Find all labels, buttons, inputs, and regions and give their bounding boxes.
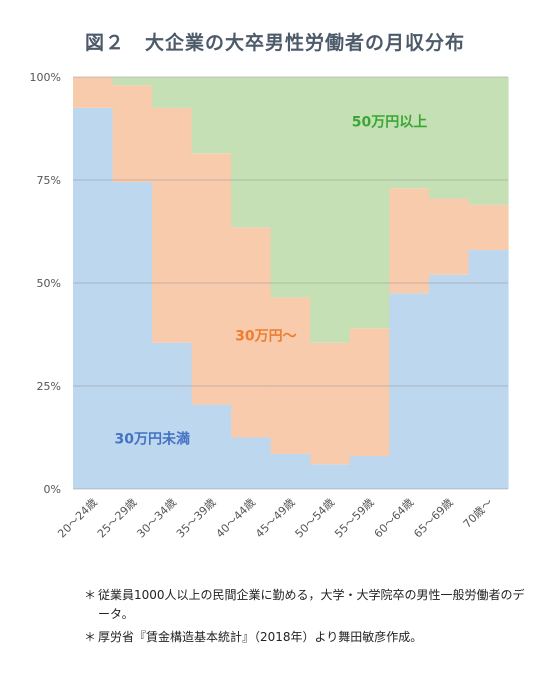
area-segment-0-3 [191,404,232,489]
area-segment-2-7 [349,77,390,329]
x-tick-label: 60～64歳 [372,496,417,541]
area-segment-0-4 [231,437,272,489]
area-segment-0-6 [310,464,351,489]
area-segment-2-9 [428,77,470,199]
area-segment-2-2 [152,77,193,108]
asterisk-icon: ＊ [84,630,97,644]
area-segment-1-3 [191,153,232,405]
x-tick-label: 65～69歳 [411,496,456,541]
x-tick-label: 45～49歳 [253,496,298,541]
area-segment-1-6 [310,342,351,465]
area-segment-0-0 [73,107,114,490]
area-segment-1-2 [152,107,193,343]
series-label: 30万円未満 [115,431,190,448]
area-segment-1-9 [428,198,470,275]
y-tick-label: 75% [37,174,61,187]
y-tick-label: 0% [44,483,61,496]
area-segment-1-10 [468,204,509,251]
area-segment-1-8 [389,188,430,294]
area-segment-0-7 [349,456,390,489]
series-label: 30万円～ [235,329,296,345]
area-segment-1-1 [112,85,153,183]
footnote-2: ＊ 厚労省『賃金構造基本統計』（2018年）より舞田敏彦作成。 [84,628,534,647]
area-segment-2-5 [270,77,311,298]
area-segment-0-1 [112,182,153,489]
series-label: 50万円以上 [352,114,427,130]
footnote-text: 従業員1000人以上の民間企業に勤める，大学・大学院卒の男性一般労働者のデータ。 [98,588,525,621]
area-segment-0-9 [428,274,470,489]
area-segment-2-6 [310,77,351,343]
x-tick-label: 35～39歳 [174,496,219,541]
x-tick-label: 55～59歳 [332,496,377,541]
y-tick-label: 25% [37,380,61,393]
x-tick-label: 25～29歳 [95,496,140,541]
area-segment-2-4 [231,77,272,228]
x-tick-label: 70歳～ [461,496,496,531]
x-tick-label: 40～44歳 [214,496,259,541]
footnote-text: 厚労省『賃金構造基本統計』（2018年）より舞田敏彦作成。 [98,630,423,644]
x-tick-label: 20～24歳 [55,496,100,541]
area-segment-0-5 [270,453,311,489]
area-segment-1-5 [270,297,311,454]
area-segment-2-1 [112,77,153,86]
page-title: 図２ 大企業の大卒男性労働者の月収分布 [84,32,465,54]
footnotes: ＊ 従業員1000人以上の民間企業に勤める，大学・大学院卒の男性一般労働者のデー… [84,586,534,647]
footnote-1: ＊ 従業員1000人以上の民間企業に勤める，大学・大学院卒の男性一般労働者のデー… [84,586,534,624]
area-segment-2-3 [191,77,232,154]
area-segment-1-7 [349,328,390,457]
area-segment-2-10 [468,77,509,205]
x-tick-label: 30～34歳 [134,496,179,541]
area-segment-2-8 [389,77,430,189]
area-segment-0-2 [152,342,193,489]
area-segment-0-8 [389,293,430,489]
y-tick-label: 100% [30,71,61,84]
area-segment-0-10 [468,250,509,489]
y-tick-label: 50% [37,277,61,290]
x-tick-label: 50～54歳 [293,496,338,541]
area-segment-1-4 [231,227,272,438]
area-segment-1-0 [73,77,114,108]
asterisk-icon: ＊ [84,588,97,602]
